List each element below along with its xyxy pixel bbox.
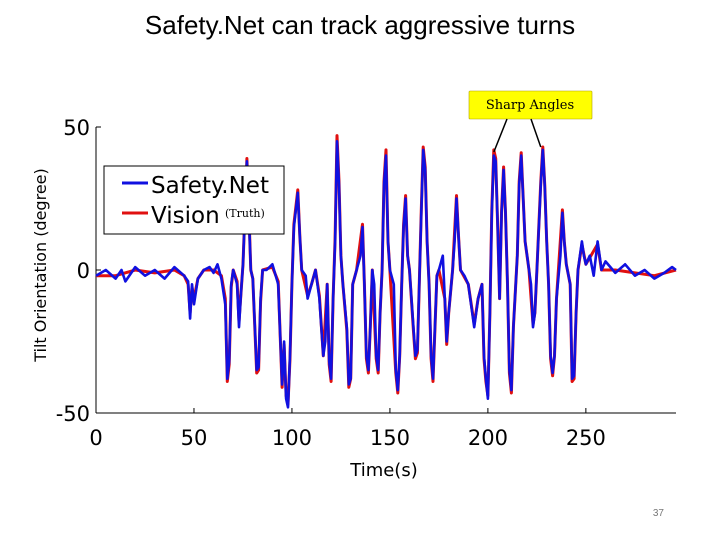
callout-text: Sharp Angles [486,98,574,113]
x-tick-label: 100 [272,426,312,450]
y-tick-label: 50 [63,116,90,140]
callout-arrow-left [493,118,508,153]
y-tick-label: 0 [77,259,90,283]
legend-box [103,165,285,235]
x-tick-label: 200 [468,426,508,450]
x-tick-label: 50 [181,426,208,450]
x-tick-label: 250 [566,426,606,450]
legend-note-truth: (Truth) [225,207,265,220]
x-tick-label: 0 [89,426,102,450]
y-tick-label: -50 [56,402,90,426]
sharp-angles-callout: Sharp Angles [468,90,593,153]
y-axis-label: Tilt Orientation (degree) [31,168,50,363]
page-number: 37 [652,508,664,519]
chart-labels: Time(s) Tilt Orientation (degree) [31,168,418,481]
x-axis-label: Time(s) [349,460,417,481]
legend-label-vision: Vision [151,203,220,229]
chart-legend: Safety.Net Vision (Truth) [103,165,285,235]
legend-label-safety-net: Safety.Net [151,173,269,199]
x-tick-label: 150 [370,426,410,450]
slide-title: Safety.Net can track aggressive turns [144,10,576,40]
callout-arrow-right [530,118,542,148]
callout-box [468,90,593,120]
